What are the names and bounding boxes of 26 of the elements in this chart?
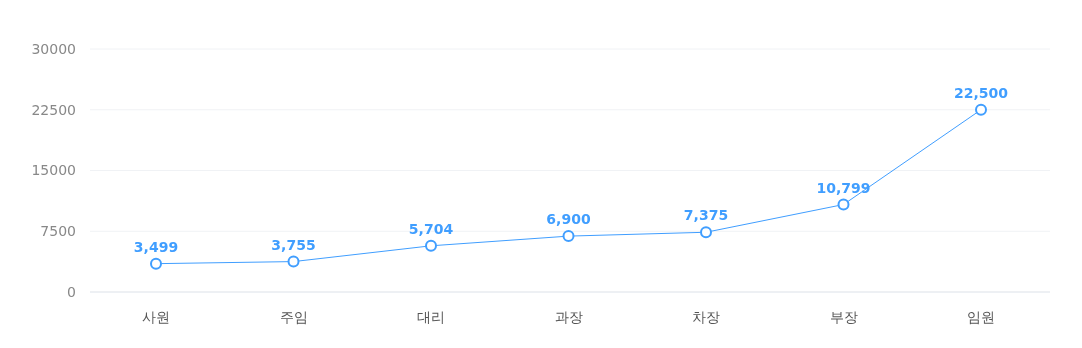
point bbox=[287, 255, 300, 268]
data-label: 3,755 bbox=[271, 236, 316, 253]
x-tick-label: 대리 bbox=[417, 308, 445, 325]
x-tick-label: 과장 bbox=[554, 308, 583, 325]
data-label: 3,499 bbox=[133, 238, 179, 255]
x-tick-label: 부장 bbox=[829, 308, 858, 325]
x-tick-label: 차장 bbox=[692, 308, 720, 325]
x-tick-label: 임원 bbox=[967, 308, 995, 325]
point bbox=[562, 230, 575, 243]
data-label: 10,799 bbox=[816, 179, 871, 196]
data-label: 22,500 bbox=[953, 84, 1009, 101]
point bbox=[700, 226, 712, 239]
y-tick-label: 0 bbox=[67, 283, 76, 300]
data-label: 7,375 bbox=[683, 207, 729, 224]
data-label: 6,900 bbox=[546, 211, 591, 228]
point bbox=[975, 103, 987, 116]
data-label: 5,704 bbox=[408, 220, 454, 237]
x-tick-label: 사원 bbox=[142, 308, 170, 325]
x-tick-label: 주임 bbox=[279, 308, 308, 325]
y-tick-label: 7500 bbox=[40, 223, 76, 240]
y-tick-label: 15000 bbox=[31, 162, 76, 179]
y-tick-label: 30000 bbox=[31, 40, 76, 57]
point bbox=[150, 257, 162, 270]
point bbox=[837, 198, 850, 211]
y-tick-label: 22500 bbox=[31, 101, 76, 118]
point bbox=[425, 239, 437, 252]
